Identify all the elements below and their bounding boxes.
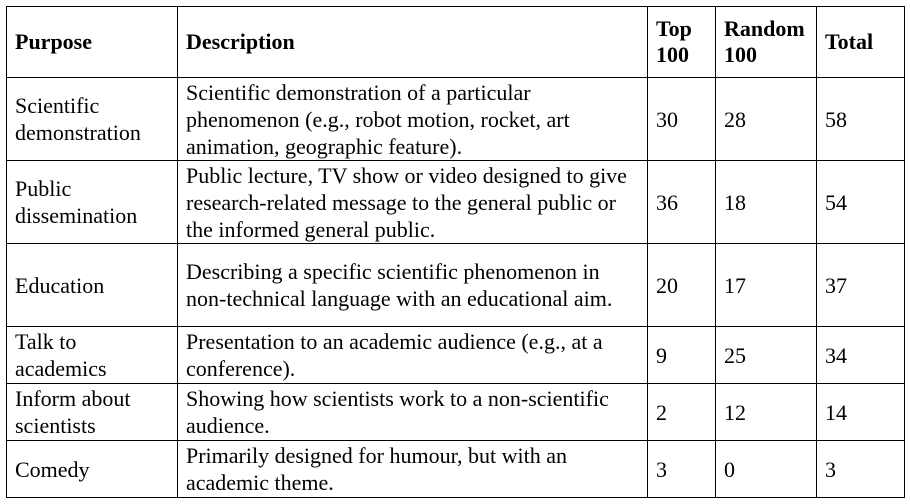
cell-purpose: Comedy	[6, 440, 178, 498]
cell-random100: 12	[715, 383, 817, 441]
cell-purpose: Talk to academics	[6, 326, 178, 384]
cell-purpose: Scientific demonstration	[6, 77, 178, 161]
header-description: Description	[177, 6, 648, 78]
cell-top100: 2	[647, 383, 716, 441]
cell-description: Public lecture, TV show or video designe…	[177, 160, 648, 244]
cell-top100: 20	[647, 243, 716, 327]
table-row: Education Describing a specific scientif…	[6, 243, 905, 327]
cell-random100: 18	[715, 160, 817, 244]
cell-purpose: Public dissemination	[6, 160, 178, 244]
cell-total: 3	[816, 440, 905, 498]
cell-description: Showing how scientists work to a non-sci…	[177, 383, 648, 441]
table-header-row: Purpose Description Top 100 Random 100 T…	[6, 6, 905, 78]
cell-description: Describing a specific scientific phenome…	[177, 243, 648, 327]
header-purpose: Purpose	[6, 6, 178, 78]
cell-total: 14	[816, 383, 905, 441]
cell-random100: 0	[715, 440, 817, 498]
cell-description: Presentation to an academic audience (e.…	[177, 326, 648, 384]
cell-top100: 3	[647, 440, 716, 498]
purpose-table: Purpose Description Top 100 Random 100 T…	[6, 6, 905, 498]
header-random100: Random 100	[715, 6, 817, 78]
cell-description: Scientific demonstration of a particular…	[177, 77, 648, 161]
cell-top100: 36	[647, 160, 716, 244]
cell-random100: 17	[715, 243, 817, 327]
cell-top100: 30	[647, 77, 716, 161]
header-total: Total	[816, 6, 905, 78]
table-row: Comedy Primarily designed for humour, bu…	[6, 440, 905, 498]
table-row: Public dissemination Public lecture, TV …	[6, 160, 905, 244]
header-top100: Top 100	[647, 6, 716, 78]
cell-total: 37	[816, 243, 905, 327]
cell-random100: 28	[715, 77, 817, 161]
cell-purpose: Inform about scientists	[6, 383, 178, 441]
cell-random100: 25	[715, 326, 817, 384]
cell-total: 54	[816, 160, 905, 244]
cell-total: 34	[816, 326, 905, 384]
cell-description: Primarily designed for humour, but with …	[177, 440, 648, 498]
cell-purpose: Education	[6, 243, 178, 327]
table-row: Inform about scientists Showing how scie…	[6, 383, 905, 441]
cell-top100: 9	[647, 326, 716, 384]
table-row: Scientific demonstration Scientific demo…	[6, 77, 905, 161]
cell-total: 58	[816, 77, 905, 161]
table-row: Talk to academics Presentation to an aca…	[6, 326, 905, 384]
